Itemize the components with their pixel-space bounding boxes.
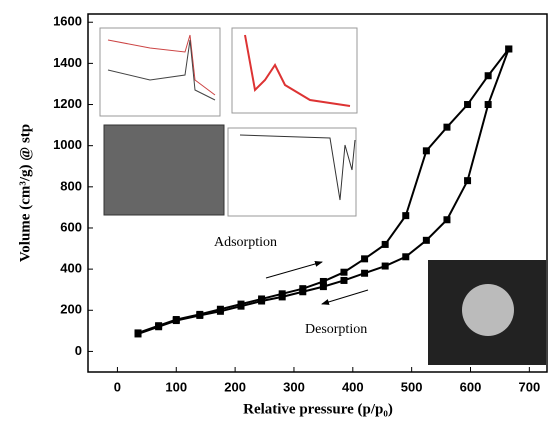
- marker: [443, 124, 450, 131]
- marker: [238, 301, 245, 308]
- marker: [361, 270, 368, 277]
- marker: [464, 101, 471, 108]
- y-tick-label: 1200: [53, 96, 82, 111]
- marker: [173, 316, 180, 323]
- annotation: Adsorption: [214, 235, 277, 250]
- marker: [423, 237, 430, 244]
- y-axis-title: Volume (cm³/g) @ stp: [17, 124, 33, 262]
- marker: [217, 306, 224, 313]
- marker: [135, 329, 142, 336]
- marker: [485, 72, 492, 79]
- x-tick-label: 300: [283, 379, 305, 394]
- marker: [320, 278, 327, 285]
- marker: [402, 253, 409, 260]
- y-tick-label: 1000: [53, 137, 82, 152]
- x-tick-label: 600: [460, 379, 482, 394]
- marker: [443, 216, 450, 223]
- marker: [361, 255, 368, 262]
- marker: [423, 147, 430, 154]
- marker: [485, 101, 492, 108]
- marker: [340, 277, 347, 284]
- y-tick-label: 1400: [53, 55, 82, 70]
- x-tick-label: 0: [114, 379, 121, 394]
- y-tick-label: 400: [60, 261, 82, 276]
- marker: [155, 322, 162, 329]
- arrow: [266, 262, 322, 278]
- y-tick-label: 200: [60, 302, 82, 317]
- x-axis-title: Relative pressure (p/p₀): [243, 401, 393, 417]
- marker: [196, 311, 203, 318]
- arrow: [322, 290, 368, 304]
- marker: [299, 285, 306, 292]
- marker: [382, 241, 389, 248]
- y-tick-label: 0: [75, 343, 82, 358]
- x-tick-label: 100: [165, 379, 187, 394]
- y-tick-label: 600: [60, 219, 82, 234]
- y-tick-label: 800: [60, 178, 82, 193]
- marker: [402, 212, 409, 219]
- x-tick-label: 400: [342, 379, 364, 394]
- x-tick-label: 700: [518, 379, 540, 394]
- marker: [279, 290, 286, 297]
- inset-sem: [104, 125, 224, 215]
- marker: [258, 295, 265, 302]
- marker: [464, 177, 471, 184]
- x-tick-label: 500: [401, 379, 423, 394]
- marker: [382, 263, 389, 270]
- annotation: Desorption: [305, 322, 367, 337]
- marker: [340, 269, 347, 276]
- marker: [505, 45, 512, 52]
- droplet: [462, 284, 514, 336]
- chart: Adsorption Desorption Relative pressure …: [0, 0, 552, 425]
- y-tick-label: 1600: [53, 14, 82, 29]
- x-tick-label: 200: [224, 379, 246, 394]
- inset-ftir: [228, 128, 356, 216]
